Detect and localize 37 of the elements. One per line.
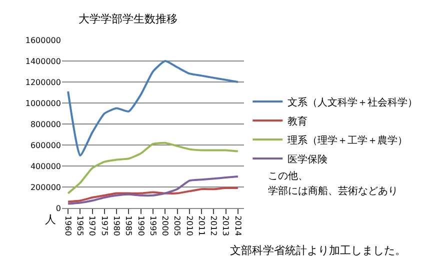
- x-tick-label: 1970: [88, 216, 97, 236]
- legend-label: 理系（理学＋工学＋農学）: [288, 134, 408, 146]
- x-tick-label: 2014: [233, 216, 242, 236]
- text: この他、: [268, 170, 308, 182]
- legend-label: 文系（人文科学＋社会科学）: [288, 96, 418, 108]
- y-tick-label: 600000: [30, 140, 61, 150]
- x-tick-label: 1990: [136, 216, 146, 236]
- y-tick-label: 800000: [30, 120, 61, 129]
- y-tick-label: 1400000: [25, 56, 61, 66]
- text: 文部科学省統計より加工しました。: [230, 244, 406, 257]
- line-series: [67, 176, 239, 205]
- chart-title: 大学学部学生数推移: [78, 12, 178, 26]
- y-axis-title: 人: [45, 213, 56, 226]
- y-tick-label: 0: [56, 204, 61, 213]
- x-tick-label: 2005: [172, 216, 182, 236]
- x-tick-label: 1960: [63, 216, 72, 236]
- line-series: [67, 187, 239, 203]
- y-tick-label: 200000: [30, 182, 61, 192]
- x-tick-label: 1965: [76, 216, 85, 236]
- line-series: [67, 142, 239, 194]
- x-tick-label: 2013: [221, 216, 230, 236]
- legend-label: 医学保険: [288, 153, 328, 166]
- y-tick-label: 1200000: [25, 78, 61, 87]
- text: 学部には商船、芸術などあり: [268, 185, 398, 197]
- y-tick-label: 400000: [30, 162, 61, 171]
- y-tick-label: 1000000: [25, 98, 61, 108]
- legend-label: 教育: [288, 115, 308, 128]
- x-tick-label: 1980: [112, 216, 121, 236]
- x-tick-label: 1985: [124, 216, 134, 236]
- x-tick-label: 2000: [160, 216, 170, 236]
- x-tick-label: 2010: [184, 216, 194, 236]
- x-tick-label: 1995: [148, 216, 158, 236]
- x-tick-label: 2011: [196, 216, 206, 236]
- y-tick-label: 1600000: [25, 36, 61, 45]
- line-series: [67, 60, 239, 156]
- x-tick-label: 2012: [209, 216, 218, 236]
- x-tick-label: 1975: [100, 216, 109, 236]
